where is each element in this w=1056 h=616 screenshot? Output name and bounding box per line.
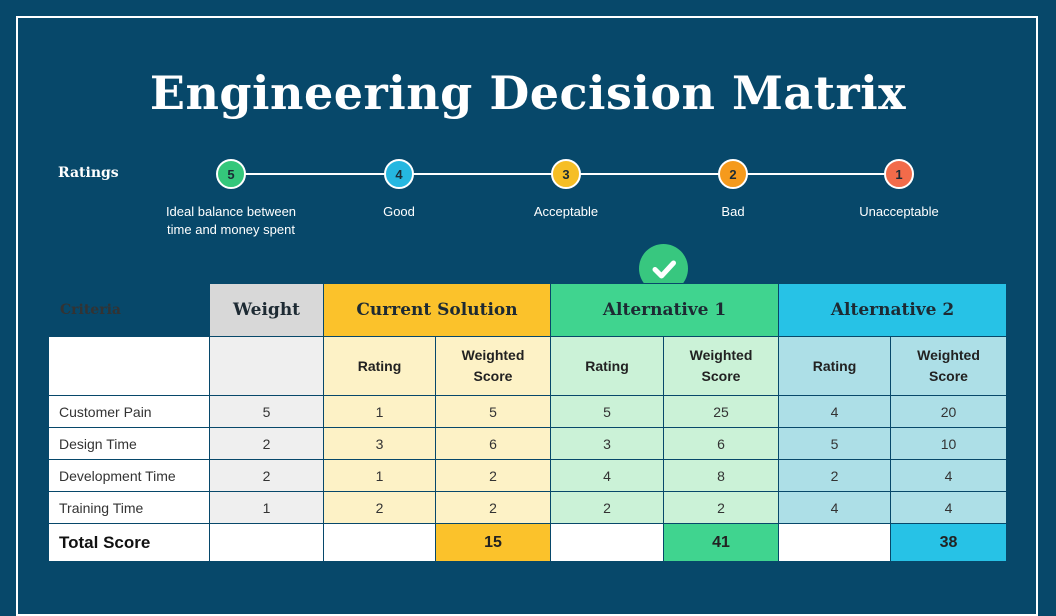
alt1-weighted-score: 25 <box>663 395 780 428</box>
table-row: Training Time 1 2 2 2 2 4 4 <box>48 491 1008 524</box>
table-row: Design Time 2 3 6 3 6 5 10 <box>48 427 1008 460</box>
current-weighted-score: 2 <box>434 459 552 492</box>
check-icon <box>652 260 676 278</box>
criterion-name: Training Time <box>48 491 210 524</box>
alt2-weighted-line1: Weighted <box>917 347 980 363</box>
total-alt2-blank <box>778 523 892 562</box>
alt1-rating: 2 <box>550 491 665 524</box>
rating-desc-2: Bad <box>721 204 745 219</box>
alt1-rating: 3 <box>550 427 665 460</box>
table-row: Development Time 2 1 2 4 8 2 4 <box>48 459 1008 492</box>
current-rating: 3 <box>323 427 436 460</box>
rating-desc-4: Good <box>383 204 415 219</box>
alt2-weighted-score: 10 <box>890 427 1008 460</box>
alt1-weighted-header: Weighted Score <box>663 336 780 396</box>
alt2-total-score: 38 <box>890 523 1008 562</box>
total-weight-blank <box>209 523 324 562</box>
rating-desc-1: Unacceptable <box>859 204 939 219</box>
rating-dot-5: 5 <box>216 159 246 189</box>
page-title: Engineering Decision Matrix <box>149 66 907 120</box>
current-weighted-line1: Weighted <box>461 347 525 363</box>
alt1-weighted-score: 8 <box>663 459 780 492</box>
alt2-rating: 5 <box>778 427 892 460</box>
current-rating: 2 <box>323 491 436 524</box>
alt1-rating: 4 <box>550 459 665 492</box>
alt2-weighted-header: Weighted Score <box>890 336 1008 396</box>
weight-value: 1 <box>209 491 324 524</box>
alternative-1-header: Alternative 1 <box>550 283 780 337</box>
rating-dot-4: 4 <box>384 159 414 189</box>
current-rating: 1 <box>323 395 436 428</box>
group-header-row: Criteria Weight Current Solution Alterna… <box>48 283 1008 337</box>
current-weighted-line2: Score <box>473 368 513 384</box>
sub-header-weight-blank <box>209 336 324 396</box>
alt1-rating: 5 <box>550 395 665 428</box>
ratings-label: Ratings <box>58 165 119 181</box>
weight-header: Weight <box>209 283 324 337</box>
rating-desc-5: Ideal balance between time and money spe… <box>141 203 321 239</box>
rating-desc-3: Acceptable <box>533 204 599 219</box>
alt2-rating: 4 <box>778 491 892 524</box>
criterion-name: Design Time <box>48 427 210 460</box>
rating-dot-3: 3 <box>551 159 581 189</box>
current-weighted-score: 6 <box>434 427 552 460</box>
rating-dot-2: 2 <box>718 159 748 189</box>
alt2-weighted-score: 4 <box>890 491 1008 524</box>
current-total-score: 15 <box>434 523 552 562</box>
alt1-weighted-score: 2 <box>663 491 780 524</box>
table-row: Customer Pain 5 1 5 5 25 4 20 <box>48 395 1008 428</box>
total-alt1-blank <box>550 523 665 562</box>
criterion-name: Development Time <box>48 459 210 492</box>
sub-header-blank <box>48 336 210 396</box>
current-solution-header: Current Solution <box>322 283 552 337</box>
rating-dot-1: 1 <box>884 159 914 189</box>
alt2-rating: 4 <box>778 395 892 428</box>
alt1-weighted-line1: Weighted <box>689 347 753 363</box>
current-rating-header: Rating <box>323 336 436 396</box>
alternative-2-header: Alternative 2 <box>778 283 1008 337</box>
alt2-rating: 2 <box>778 459 892 492</box>
total-score-label: Total Score <box>48 523 210 562</box>
alt2-weighted-score: 20 <box>890 395 1008 428</box>
weight-value: 2 <box>209 459 324 492</box>
alt2-weighted-line2: Score <box>929 368 968 384</box>
alt1-weighted-line2: Score <box>701 368 741 384</box>
weight-value: 2 <box>209 427 324 460</box>
alt1-total-score: 41 <box>663 523 780 562</box>
alt2-rating-header: Rating <box>778 336 892 396</box>
rating-desc-5-line2: time and money spent <box>167 222 295 237</box>
sub-header-row: Rating Weighted Score Rating Weighted Sc… <box>48 336 1008 396</box>
current-weighted-score: 5 <box>434 395 552 428</box>
weight-value: 5 <box>209 395 324 428</box>
current-weighted-header: Weighted Score <box>434 336 552 396</box>
alt2-weighted-score: 4 <box>890 459 1008 492</box>
current-rating: 1 <box>323 459 436 492</box>
criterion-name: Customer Pain <box>48 395 210 428</box>
rating-desc-5-line1: Ideal balance between <box>165 204 297 219</box>
current-weighted-score: 2 <box>434 491 552 524</box>
criteria-label: Criteria <box>48 283 210 337</box>
alt1-rating-header: Rating <box>550 336 665 396</box>
decision-matrix-table: Criteria Weight Current Solution Alterna… <box>48 283 1008 562</box>
total-row: Total Score 15 41 38 <box>48 523 1008 562</box>
total-current-blank <box>323 523 436 562</box>
alt1-weighted-score: 6 <box>663 427 780 460</box>
